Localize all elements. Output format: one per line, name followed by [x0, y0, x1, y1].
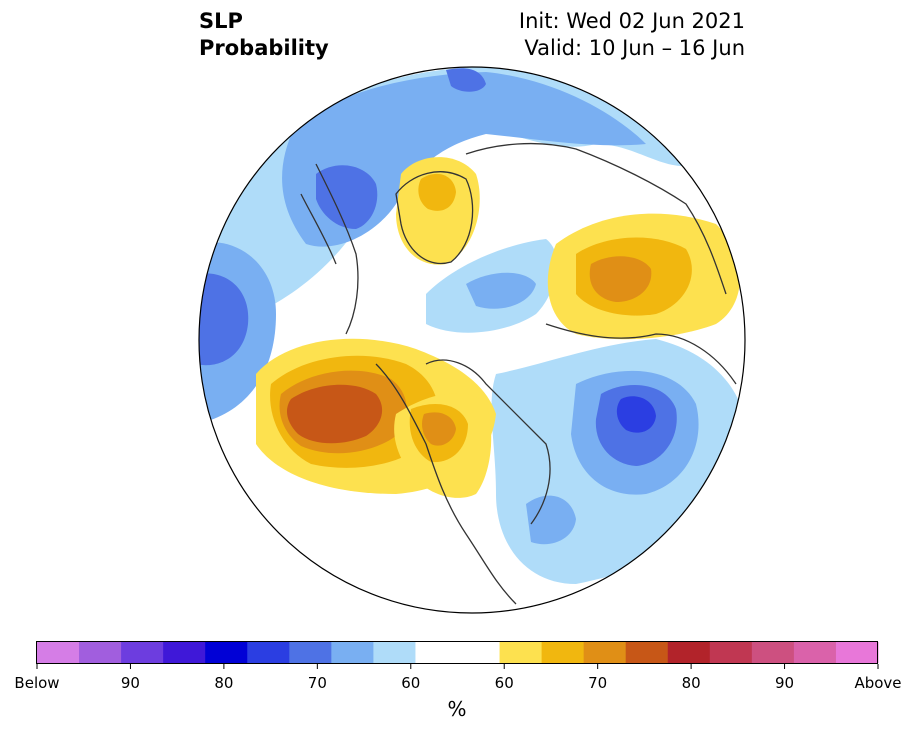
polar-map [198, 66, 746, 614]
colorbar-tick-label: 60 [401, 674, 421, 692]
colorbar-tick-label: Above [854, 674, 902, 692]
coastline-eurasia [465, 142, 737, 385]
colorbar-cell [163, 642, 206, 663]
anomaly-below-arctic-core [466, 272, 536, 309]
colorbar-cell [121, 642, 164, 663]
colorbar-cell [79, 642, 122, 663]
colorbar-tick-label: 90 [775, 674, 795, 692]
anomaly-above-greenland [396, 157, 480, 265]
coastlines [300, 142, 737, 605]
colorbar-cell [205, 642, 248, 663]
colorbar-cell [835, 642, 879, 663]
colorbar-cell [373, 642, 416, 663]
colorbar [36, 641, 879, 669]
valid-range: Valid: 10 Jun – 16 Jun [524, 36, 745, 60]
colorbar-frame [36, 641, 878, 664]
anomaly-below-north-atlantic-core [616, 396, 656, 433]
colorbar-tick-label: 80 [681, 674, 701, 692]
anomaly-below-west-pacific-core [199, 273, 249, 366]
colorbar-tick-label: 90 [120, 674, 140, 692]
colorbar-cell [793, 642, 837, 663]
colorbar-cell [37, 642, 80, 663]
colorbar-tick-label: 80 [214, 674, 234, 692]
colorbar-cells [37, 642, 879, 663]
colorbar-cell [331, 642, 374, 663]
globe-border [198, 66, 746, 614]
colorbar-cell [499, 642, 543, 663]
colorbar-tick-label: 70 [588, 674, 608, 692]
colorbar-ticks [36, 664, 879, 669]
colorbar-tick-label: 60 [494, 674, 514, 692]
colorbar-tick-label: Below [14, 674, 60, 692]
anomaly-above-greenland-core [418, 173, 456, 211]
colorbar-cell [457, 642, 501, 663]
colorbar-cell [709, 642, 753, 663]
colorbar-cell [247, 642, 290, 663]
anomaly-below-aleutian-core [446, 68, 486, 92]
colorbar-unit: % [447, 697, 467, 721]
probability-field [199, 67, 745, 613]
colorbar-cell [289, 642, 332, 663]
colorbar-cell [415, 642, 458, 663]
coastline-greenland [395, 171, 474, 265]
anomaly-above-ne-pacific-core [286, 384, 383, 444]
title-variable: SLP [199, 9, 243, 33]
colorbar-cell [625, 642, 669, 663]
anomaly-below-kamchatka-core [316, 165, 378, 229]
title-block-right: Init: Wed 02 Jun 2021 Valid: 10 Jun – 16… [519, 8, 745, 62]
colorbar-tick-label: 70 [307, 674, 327, 692]
anomaly-above-east-europe-core [589, 256, 652, 302]
title-block-left: SLP Probability [199, 8, 329, 62]
anomaly-above-central-canada-peak [422, 412, 456, 446]
colorbar-cell [667, 642, 711, 663]
coastline-north-america [375, 359, 551, 605]
init-date: Init: Wed 02 Jun 2021 [518, 9, 745, 33]
anomaly-below-atlantic-canada [526, 495, 576, 545]
title-subtitle: Probability [199, 36, 329, 60]
colorbar-cell [751, 642, 795, 663]
colorbar-cell [541, 642, 585, 663]
colorbar-cell [583, 642, 627, 663]
coastline-east-asia [300, 163, 359, 335]
